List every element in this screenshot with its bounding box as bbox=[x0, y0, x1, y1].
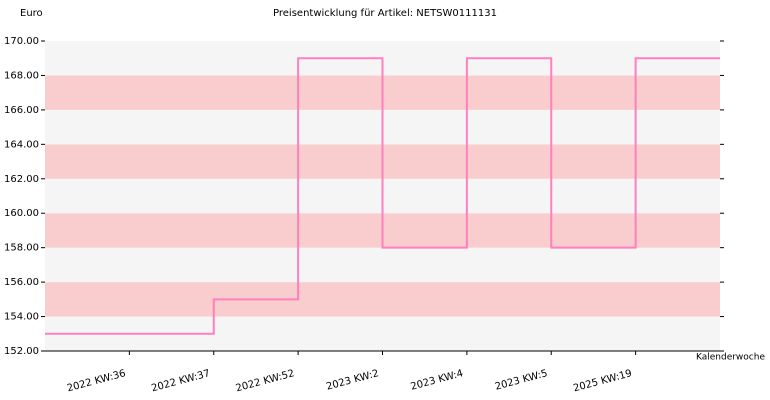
grid-band bbox=[45, 247, 720, 283]
x-tick-label: 2022 KW:37 bbox=[150, 368, 211, 394]
y-tick-label: 152.00 bbox=[4, 346, 39, 357]
grid-band bbox=[45, 282, 720, 317]
y-tick-label: 160.00 bbox=[4, 208, 39, 219]
y-tick-label: 166.00 bbox=[4, 105, 39, 116]
x-tick-label: 2022 KW:52 bbox=[235, 368, 296, 394]
price-line bbox=[45, 57, 720, 335]
y-tick-label: 164.00 bbox=[4, 139, 39, 150]
y-tick-label: 170.00 bbox=[4, 36, 39, 47]
x-tick-label: 2023 KW:5 bbox=[494, 368, 549, 393]
y-tick-label: 158.00 bbox=[4, 243, 39, 254]
x-tick-label: 2023 KW:4 bbox=[410, 368, 465, 393]
y-tick-label: 154.00 bbox=[4, 312, 39, 323]
ticks bbox=[41, 40, 724, 355]
x-tick-label: 2023 KW:2 bbox=[325, 368, 380, 393]
y-tick-label: 162.00 bbox=[4, 174, 39, 185]
chart-title: Preisentwicklung für Artikel: NETSW01111… bbox=[273, 8, 497, 19]
x-axis-label: Kalenderwoche bbox=[696, 353, 765, 363]
x-tick-label: 2025 KW:19 bbox=[572, 368, 633, 394]
y-tick-label: 156.00 bbox=[4, 277, 39, 288]
x-tick-label: 2022 KW:36 bbox=[66, 368, 127, 394]
y-axis-label: Euro bbox=[20, 8, 43, 19]
y-tick-label: 168.00 bbox=[4, 70, 39, 81]
